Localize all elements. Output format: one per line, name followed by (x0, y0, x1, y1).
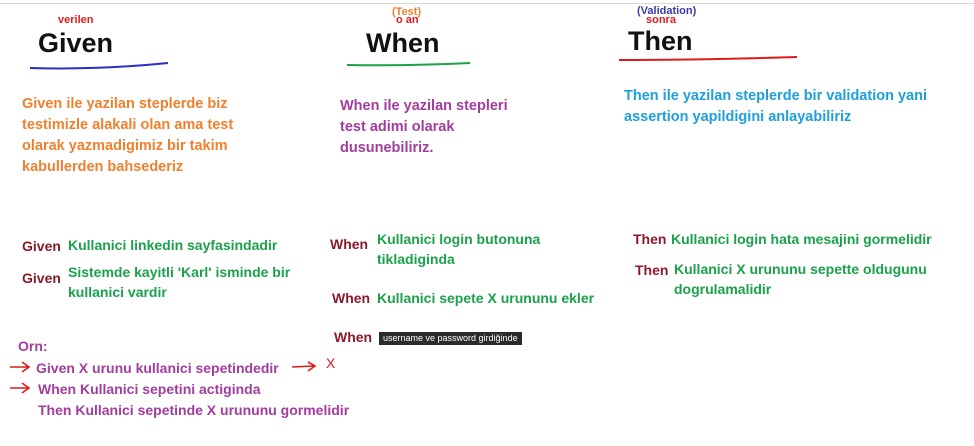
arrow-icon (10, 382, 31, 394)
when-underline (346, 62, 471, 67)
given-small-label: verilen (58, 14, 94, 26)
when-step-1-text: Kullanici login butonuna tikladiginda (377, 231, 541, 267)
then-step-2-keyword: Then (635, 262, 669, 278)
given-description: Given ile yazilan steplerde biz testimiz… (22, 96, 234, 175)
then-title: Then (628, 26, 693, 56)
then-small-label-1: (Validation) (637, 5, 697, 17)
then-step-1-text: Kullanici login hata mesajini gormelidir (671, 231, 932, 247)
given-step-1-keyword: Given (22, 238, 61, 254)
when-small-label-2: o an (396, 14, 419, 26)
then-step-2-text: Kullanici X urununu sepette oldugunu dog… (674, 261, 927, 297)
example-line-3: Then Kullanici sepetinde X urununu gorme… (38, 402, 350, 418)
arrow-icon (291, 361, 317, 372)
top-divider (0, 3, 974, 4)
example-mark: X (326, 355, 336, 371)
given-title: Given (38, 28, 114, 58)
example-line-1: Given X urunu kullanici sepetindedir (36, 360, 279, 376)
example-line-2: When Kullanici sepetini actiginda (38, 381, 261, 397)
then-underline (618, 56, 798, 61)
when-step-3-keyword: When (334, 329, 373, 345)
when-step-2-keyword: When (332, 290, 371, 306)
arrow-icon (10, 361, 31, 373)
when-description: When ile yazilan stepleri test adimi ola… (340, 98, 508, 156)
given-step-1-text: Kullanici linkedin sayfasindadir (68, 237, 278, 253)
when-step-3-tag: username ve password girdiğinde (379, 332, 522, 345)
when-step-2-text: Kullanici sepete X urununu ekler (377, 290, 595, 306)
when-step-1-keyword: When (330, 236, 369, 252)
example-label: Orn: (18, 338, 48, 354)
then-step-1-keyword: Then (633, 231, 667, 247)
given-step-2-keyword: Given (22, 270, 61, 286)
then-small-label-2: sonra (646, 14, 676, 26)
when-small-label-1: (Test) (392, 6, 422, 18)
given-underline (29, 62, 169, 70)
given-step-2-text: Sistemde kayitli 'Karl' isminde bir kull… (68, 264, 291, 300)
then-description: Then ile yazilan steplerde bir validatio… (624, 88, 927, 125)
when-title: When (366, 28, 440, 58)
